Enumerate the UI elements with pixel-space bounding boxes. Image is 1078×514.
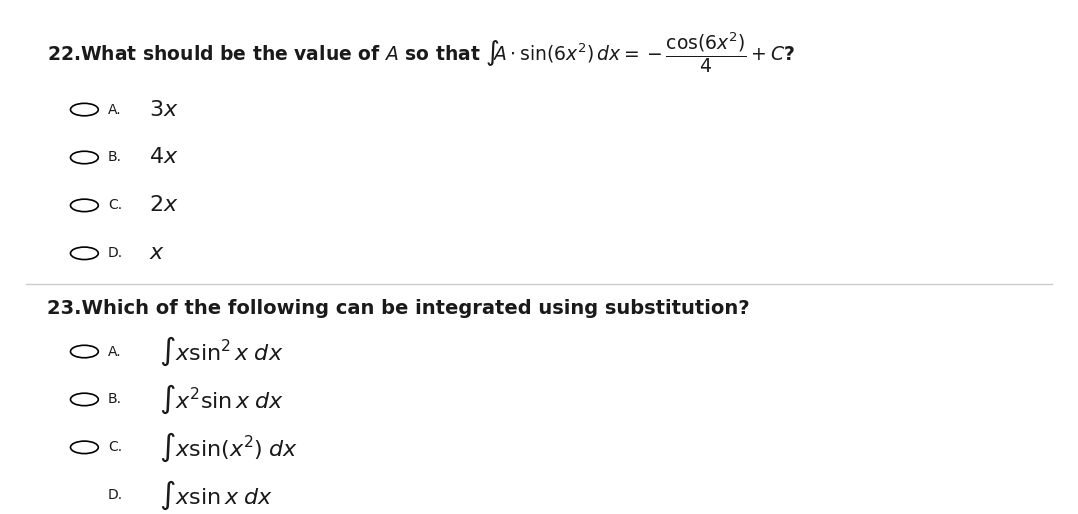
Text: $4x$: $4x$ xyxy=(149,148,178,168)
Text: B.: B. xyxy=(108,151,122,164)
Text: $x$: $x$ xyxy=(149,243,165,263)
Text: A.: A. xyxy=(108,103,122,117)
Text: 22.What should be the value of $\mathit{A}$ so that $\int \!\! A \cdot \sin(6x^2: 22.What should be the value of $\mathit{… xyxy=(47,30,794,75)
Text: $\int x^2\sin x\; dx$: $\int x^2\sin x\; dx$ xyxy=(160,383,285,416)
Text: $2x$: $2x$ xyxy=(149,195,178,215)
Text: C.: C. xyxy=(108,198,122,212)
Text: $\int x\sin^2 x\; dx$: $\int x\sin^2 x\; dx$ xyxy=(160,335,284,368)
Text: B.: B. xyxy=(108,392,122,407)
Text: $\int x\sin x\; dx$: $\int x\sin x\; dx$ xyxy=(160,479,273,512)
Text: $3x$: $3x$ xyxy=(149,100,178,120)
Text: $\int x\sin(x^2)\; dx$: $\int x\sin(x^2)\; dx$ xyxy=(160,431,299,464)
Text: 23.Which of the following can be integrated using substitution?: 23.Which of the following can be integra… xyxy=(47,299,749,318)
Text: C.: C. xyxy=(108,440,122,454)
Text: D.: D. xyxy=(108,246,123,260)
Text: A.: A. xyxy=(108,344,122,359)
Text: D.: D. xyxy=(108,488,123,502)
